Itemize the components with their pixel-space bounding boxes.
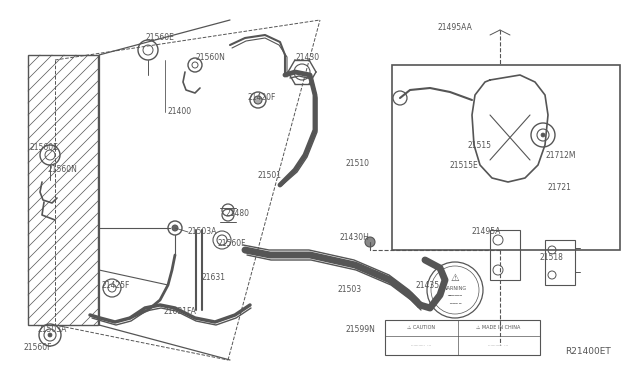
Text: 21721: 21721	[548, 183, 572, 192]
Text: ─ ── ─: ─ ── ─	[449, 302, 461, 306]
Text: 21501: 21501	[258, 170, 282, 180]
Text: 21495AA: 21495AA	[438, 23, 473, 32]
Circle shape	[48, 333, 52, 337]
Circle shape	[541, 133, 545, 137]
Text: 21560N: 21560N	[48, 166, 78, 174]
Text: 21599N: 21599N	[345, 326, 375, 334]
Text: 21425F: 21425F	[102, 280, 131, 289]
Text: 21480: 21480	[225, 208, 249, 218]
Text: ⚠ CAUTION: ⚠ CAUTION	[406, 325, 435, 330]
Bar	[490, 230, 520, 280]
Text: ...........  ...: ........... ...	[411, 343, 431, 346]
Text: 21503A: 21503A	[188, 228, 218, 237]
Text: 21495A: 21495A	[472, 228, 501, 237]
Text: ──────: ──────	[447, 294, 463, 298]
Text: 21503A: 21503A	[38, 326, 67, 334]
Text: 21400: 21400	[168, 108, 192, 116]
Bar	[385, 320, 540, 355]
Text: 21518: 21518	[540, 253, 564, 263]
Bar	[28, 55, 98, 325]
Text: ...........  ...: ........... ...	[488, 343, 508, 346]
Text: 21430: 21430	[295, 54, 319, 62]
Text: WARNING: WARNING	[443, 285, 467, 291]
Circle shape	[365, 237, 375, 247]
Text: 21560N: 21560N	[195, 52, 225, 61]
Text: 21503: 21503	[338, 285, 362, 295]
Text: R21400ET: R21400ET	[565, 347, 611, 356]
Text: 21515: 21515	[468, 141, 492, 150]
Text: ⚠: ⚠	[451, 273, 460, 283]
Text: 21510: 21510	[345, 158, 369, 167]
Text: 21420F: 21420F	[248, 93, 276, 102]
Text: 21560F: 21560F	[23, 343, 51, 353]
Text: 21435: 21435	[415, 280, 439, 289]
Text: ⚠ MADE IN CHINA: ⚠ MADE IN CHINA	[476, 325, 520, 330]
Text: 21712M: 21712M	[545, 151, 575, 160]
Circle shape	[254, 96, 262, 104]
Text: 21560E: 21560E	[145, 33, 174, 42]
Bar	[392, 65, 620, 250]
Text: 21631: 21631	[202, 273, 226, 282]
Bar	[545, 240, 575, 285]
Text: 21515E: 21515E	[450, 160, 479, 170]
Circle shape	[172, 225, 178, 231]
Text: 21631FA: 21631FA	[164, 308, 197, 317]
Text: 21560F: 21560F	[218, 238, 246, 247]
Text: 21430H: 21430H	[340, 234, 370, 243]
Text: 21560E: 21560E	[30, 144, 59, 153]
